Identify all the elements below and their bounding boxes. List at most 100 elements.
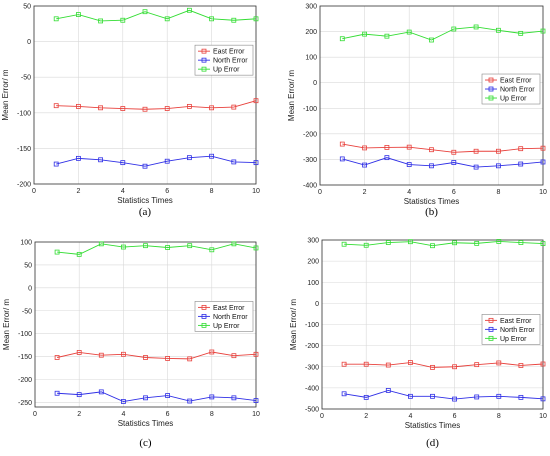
data-point-marker <box>406 162 412 167</box>
x-axis-label: Statistics Times <box>405 421 461 430</box>
series-north <box>54 389 259 404</box>
series-line <box>56 9 257 22</box>
data-point-marker <box>384 155 390 161</box>
data-point-marker <box>253 16 259 22</box>
legend-label: Up Error <box>500 336 527 343</box>
legend-marker <box>201 66 207 72</box>
data-point-marker <box>209 349 215 355</box>
data-point-marker <box>253 245 259 251</box>
y-tick-label: 100 <box>305 55 317 62</box>
data-point-marker <box>186 155 192 161</box>
data-point-marker <box>473 164 479 170</box>
data-point-marker <box>143 395 148 401</box>
y-tick-label: -200 <box>305 343 319 350</box>
data-point-marker <box>231 17 237 23</box>
data-point-marker <box>253 160 259 166</box>
data-point-marker <box>339 141 345 147</box>
chart-panel-d: 0 2 4 6 8 10 -500 -400 -300 -200 -100 0 100 200 300 Sta… <box>289 238 547 450</box>
x-tick-label: 10 <box>252 411 260 418</box>
data-point-marker <box>385 240 391 245</box>
y-tick-label: -50 <box>22 308 32 315</box>
data-point-marker <box>363 242 369 248</box>
data-point-marker <box>518 161 524 167</box>
data-point-marker <box>473 148 479 154</box>
data-point-marker <box>120 17 126 23</box>
x-tick-label: 0 <box>32 188 36 195</box>
data-point-marker <box>451 149 457 155</box>
series-line <box>344 389 544 400</box>
x-axis-label: Statistics Times <box>117 196 173 205</box>
data-point-marker <box>407 393 413 399</box>
data-point-marker <box>518 30 524 36</box>
x-tick-label: 10 <box>539 413 547 420</box>
data-point-marker <box>473 24 479 30</box>
data-point-marker <box>362 162 368 168</box>
x-tick-label: 8 <box>210 188 214 195</box>
data-point-marker <box>76 103 81 109</box>
series-line <box>56 351 257 360</box>
series-up <box>54 241 259 257</box>
data-point-marker <box>143 243 148 249</box>
y-tick-label: 200 <box>307 259 319 266</box>
data-point-marker <box>253 98 259 104</box>
y-tick-label: 200 <box>305 29 317 36</box>
data-point-marker <box>495 148 501 154</box>
data-point-marker <box>540 241 546 246</box>
chart-panel-b: 0 2 4 6 8 10 -400 -300 -200 -100 0 100 200 300 Statist… <box>287 4 547 219</box>
y-tick-label: 50 <box>24 262 32 269</box>
data-point-marker <box>341 241 347 247</box>
data-point-marker <box>496 360 502 366</box>
series-line <box>342 143 544 153</box>
x-tick-label: 0 <box>318 189 322 196</box>
y-tick-label: -200 <box>18 377 32 384</box>
data-point-marker <box>253 351 259 357</box>
data-point-marker <box>53 103 59 109</box>
data-point-marker <box>363 394 369 400</box>
y-tick-label: -200 <box>17 182 31 189</box>
data-point-marker <box>407 239 413 245</box>
data-point-marker <box>98 241 104 247</box>
data-point-marker <box>518 394 524 400</box>
legend-marker <box>488 95 494 101</box>
series-north <box>341 388 546 402</box>
data-point-marker <box>98 389 104 395</box>
data-point-marker <box>341 361 347 367</box>
legend-label: North Error <box>500 327 535 334</box>
legend-marker <box>488 326 494 332</box>
y-tick-label: 0 <box>315 301 319 308</box>
data-point-marker <box>209 105 215 111</box>
series-east <box>53 98 259 112</box>
x-tick-label: 10 <box>539 189 547 196</box>
legend-label: Up Error <box>500 96 527 103</box>
series-east <box>54 349 259 362</box>
x-tick-label: 6 <box>452 189 456 196</box>
axes-frame <box>34 241 257 408</box>
legend-marker <box>488 86 494 92</box>
data-point-marker <box>540 145 546 151</box>
y-tick-label: 0 <box>27 39 31 46</box>
data-point-marker <box>231 104 237 110</box>
x-tick-label: 8 <box>497 413 501 420</box>
data-point-marker <box>186 103 192 109</box>
data-point-marker <box>231 395 237 401</box>
data-point-marker <box>164 16 170 22</box>
data-point-marker <box>209 153 215 159</box>
data-point-marker <box>540 28 546 34</box>
data-point-marker <box>429 147 434 153</box>
axes-frame <box>319 5 544 186</box>
y-axis-label: Mean Error/ m <box>2 299 11 350</box>
x-tick-label: 0 <box>320 413 324 420</box>
x-tick-label: 4 <box>121 411 125 418</box>
legend-marker <box>201 304 207 310</box>
data-point-marker <box>121 351 126 357</box>
series-line <box>344 241 544 247</box>
y-tick-label: 0 <box>28 285 32 292</box>
data-point-marker <box>142 9 148 15</box>
legend-label: North Error <box>213 58 248 65</box>
panel-caption: (c) <box>139 437 152 449</box>
y-tick-label: 100 <box>20 240 32 247</box>
series-east <box>339 141 546 155</box>
x-tick-label: 2 <box>364 413 368 420</box>
data-point-marker <box>76 251 82 257</box>
legend-marker <box>488 77 494 83</box>
